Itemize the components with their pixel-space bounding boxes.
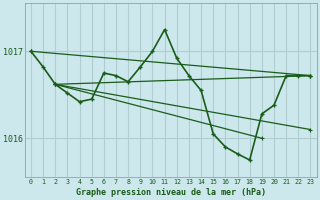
X-axis label: Graphe pression niveau de la mer (hPa): Graphe pression niveau de la mer (hPa) <box>76 188 266 197</box>
